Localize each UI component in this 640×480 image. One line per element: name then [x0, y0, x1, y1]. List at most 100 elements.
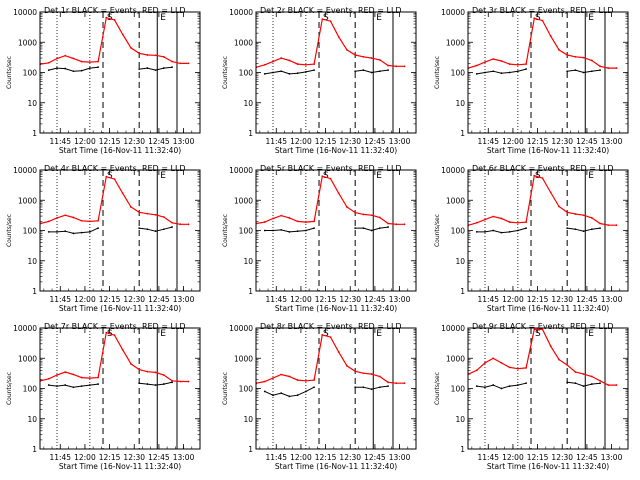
data-point-lld — [187, 223, 190, 226]
data-point-lld — [615, 224, 618, 227]
x-tick-label: 12:30 — [339, 137, 361, 146]
x-tick-label: 13:00 — [601, 295, 623, 304]
y-tick-label: 10000 — [13, 8, 37, 17]
data-point-lld — [304, 379, 307, 382]
data-point-lld — [346, 48, 348, 51]
data-point-events — [516, 384, 519, 386]
data-point-lld — [582, 373, 585, 375]
x-tick-label: 13:00 — [601, 137, 623, 146]
y-tick-label: 100 — [23, 69, 38, 78]
data-point-events — [574, 382, 577, 385]
data-point-lld — [500, 362, 503, 364]
x-tick-label: 12:45 — [364, 453, 386, 462]
series-line-events — [264, 385, 389, 397]
series-line-lld — [468, 17, 617, 69]
data-point-events — [304, 390, 307, 393]
marker-letter: E — [376, 13, 382, 23]
data-point-events — [72, 70, 75, 73]
data-point-lld — [263, 380, 266, 383]
x-tick-label: 11:45 — [49, 137, 71, 146]
data-point-lld — [484, 61, 486, 64]
data-point-events — [64, 230, 67, 233]
marker-letter: E — [160, 171, 166, 181]
y-axis-label: Counts/sec — [222, 372, 229, 405]
data-point-events — [582, 385, 585, 388]
data-point-lld — [272, 377, 274, 380]
data-point-lld — [80, 376, 83, 379]
x-tick-label: 12:15 — [99, 137, 121, 146]
y-tick-label: 10000 — [441, 166, 465, 175]
x-tick-label: 12:15 — [315, 295, 337, 304]
data-point-lld — [566, 364, 569, 366]
detector-panel-5: Det 5r BLACK = Events, RED = LLD Counts/s… — [222, 164, 417, 313]
y-tick-label: 10 — [455, 257, 465, 266]
x-tick-label: 12:15 — [527, 137, 549, 146]
data-point-lld — [362, 372, 365, 375]
y-axis-label: Counts/sec — [6, 56, 13, 89]
y-tick-label: 1000 — [18, 354, 37, 363]
y-axis-label: Counts/sec — [6, 214, 13, 247]
series-line-lld — [40, 175, 189, 225]
data-point-events — [590, 228, 593, 231]
data-point-lld — [263, 221, 266, 223]
data-point-events — [171, 226, 173, 228]
data-point-events — [162, 67, 165, 69]
data-point-events — [525, 382, 527, 385]
data-point-lld — [113, 18, 116, 21]
data-point-events — [370, 388, 373, 391]
series-line-events — [264, 69, 389, 75]
series-line-events — [476, 68, 601, 75]
data-point-events — [296, 394, 299, 397]
data-point-lld — [492, 357, 495, 360]
data-point-lld — [121, 33, 124, 36]
panel-title: Det 9r BLACK = Events, RED = LLD — [472, 322, 614, 331]
data-point-lld — [154, 54, 157, 57]
data-point-events — [313, 69, 315, 72]
data-point-events — [566, 381, 569, 384]
data-point-lld — [280, 214, 283, 217]
x-tick-label: 12:00 — [74, 453, 96, 462]
y-tick-label: 100 — [23, 227, 38, 236]
x-tick-label: 12:45 — [148, 137, 170, 146]
x-tick-label: 12:00 — [290, 453, 312, 462]
data-point-lld — [395, 223, 398, 226]
data-point-events — [475, 230, 478, 233]
data-point-lld — [105, 331, 108, 334]
data-point-lld — [179, 380, 182, 383]
series-line-events — [476, 381, 601, 390]
x-tick-label: 12:30 — [123, 295, 145, 304]
x-axis-label: Start Time (16-Nov-11 11:32:40) — [59, 304, 181, 313]
data-point-lld — [566, 54, 569, 56]
data-point-lld — [492, 58, 495, 60]
detector-panel-4: Det 4r BLACK = Events, RED = LLD Counts/s… — [6, 164, 201, 313]
y-tick-label: 10 — [27, 257, 37, 266]
data-point-events — [64, 67, 67, 70]
x-tick-label: 12:30 — [123, 137, 145, 146]
x-tick-label: 12:00 — [290, 137, 312, 146]
data-point-lld — [574, 55, 577, 58]
marker-letter: S — [107, 171, 113, 181]
data-point-lld — [113, 334, 116, 337]
data-point-events — [47, 384, 50, 386]
data-point-lld — [88, 220, 91, 223]
y-axis-label: Counts/sec — [6, 372, 13, 405]
y-tick-label: 1 — [32, 129, 37, 138]
data-point-events — [138, 68, 141, 70]
y-tick-label: 100 — [239, 227, 254, 236]
data-point-lld — [162, 216, 165, 218]
y-tick-label: 1 — [460, 129, 465, 138]
detector-panel-1: Det 1r BLACK = Events, RED = LLD Counts/s… — [6, 6, 201, 155]
x-tick-label: 12:45 — [364, 137, 386, 146]
data-point-lld — [508, 221, 511, 223]
data-point-lld — [346, 206, 348, 208]
data-point-events — [280, 392, 283, 395]
data-point-lld — [313, 220, 315, 223]
y-tick-label: 100 — [239, 385, 254, 394]
data-point-events — [475, 385, 478, 388]
data-point-events — [171, 66, 173, 69]
x-tick-label: 12:30 — [123, 453, 145, 462]
x-tick-label: 12:15 — [99, 295, 121, 304]
data-point-events — [47, 230, 50, 233]
data-point-lld — [97, 60, 99, 63]
detector-panel-9: Det 9r BLACK = Events, RED = LLD Counts/s… — [434, 322, 629, 471]
